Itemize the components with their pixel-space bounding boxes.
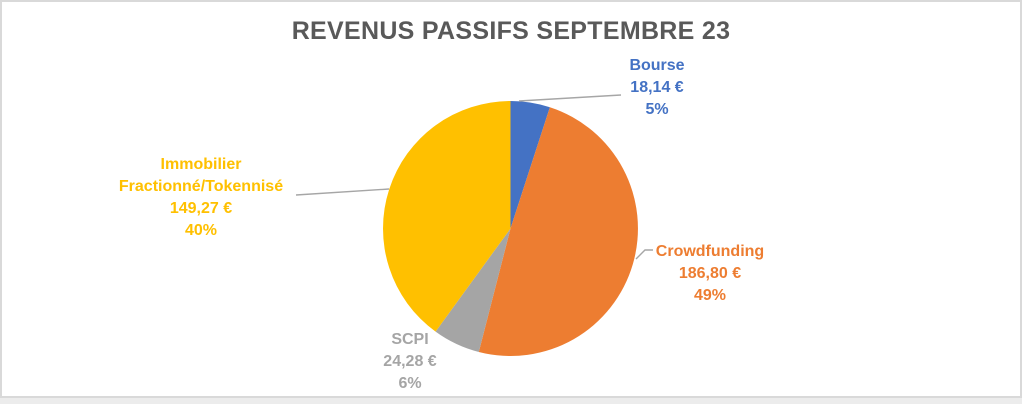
- callout-immobilier: Immobilier Fractionné/Tokennisé 149,27 €…: [41, 154, 361, 242]
- segment-percent: 5%: [645, 101, 669, 118]
- pie-slice-crowdfunding: [478, 107, 638, 356]
- segment-label: Crowdfunding: [655, 243, 765, 260]
- leader-line-bourse: [518, 94, 622, 102]
- segment-value: 24,28 €: [383, 353, 437, 370]
- pie-slices: [383, 100, 638, 356]
- segment-value: 186,80 €: [678, 265, 742, 282]
- segment-label: Immobilier: [160, 156, 242, 173]
- segment-value: 149,27 €: [169, 200, 233, 217]
- segment-value: 18,14 €: [630, 79, 684, 96]
- segment-percent: 6%: [398, 375, 422, 392]
- callout-bourse: Bourse 18,14 € 5%: [577, 55, 737, 121]
- pie-slice-immobilier-fractionn-tokennis-: [383, 101, 511, 332]
- chart-title: REVENUS PASSIFS SEPTEMBRE 23: [291, 17, 731, 45]
- pie-slice-bourse: [510, 100, 550, 229]
- segment-percent: 40%: [184, 222, 218, 239]
- segment-percent: 49%: [693, 287, 727, 304]
- leader-line-immobilier: [295, 188, 390, 196]
- leader-line-crowdfunding: [635, 249, 653, 260]
- callout-crowdfunding: Crowdfunding 186,80 € 49%: [630, 241, 790, 307]
- segment-label: SCPI: [391, 331, 429, 348]
- segment-label: Bourse: [629, 57, 685, 74]
- callout-scpi: SCPI 24,28 € 6%: [330, 329, 490, 395]
- segment-label: Fractionné/Tokennisé: [118, 178, 284, 195]
- pie-slice-scpi: [435, 228, 511, 352]
